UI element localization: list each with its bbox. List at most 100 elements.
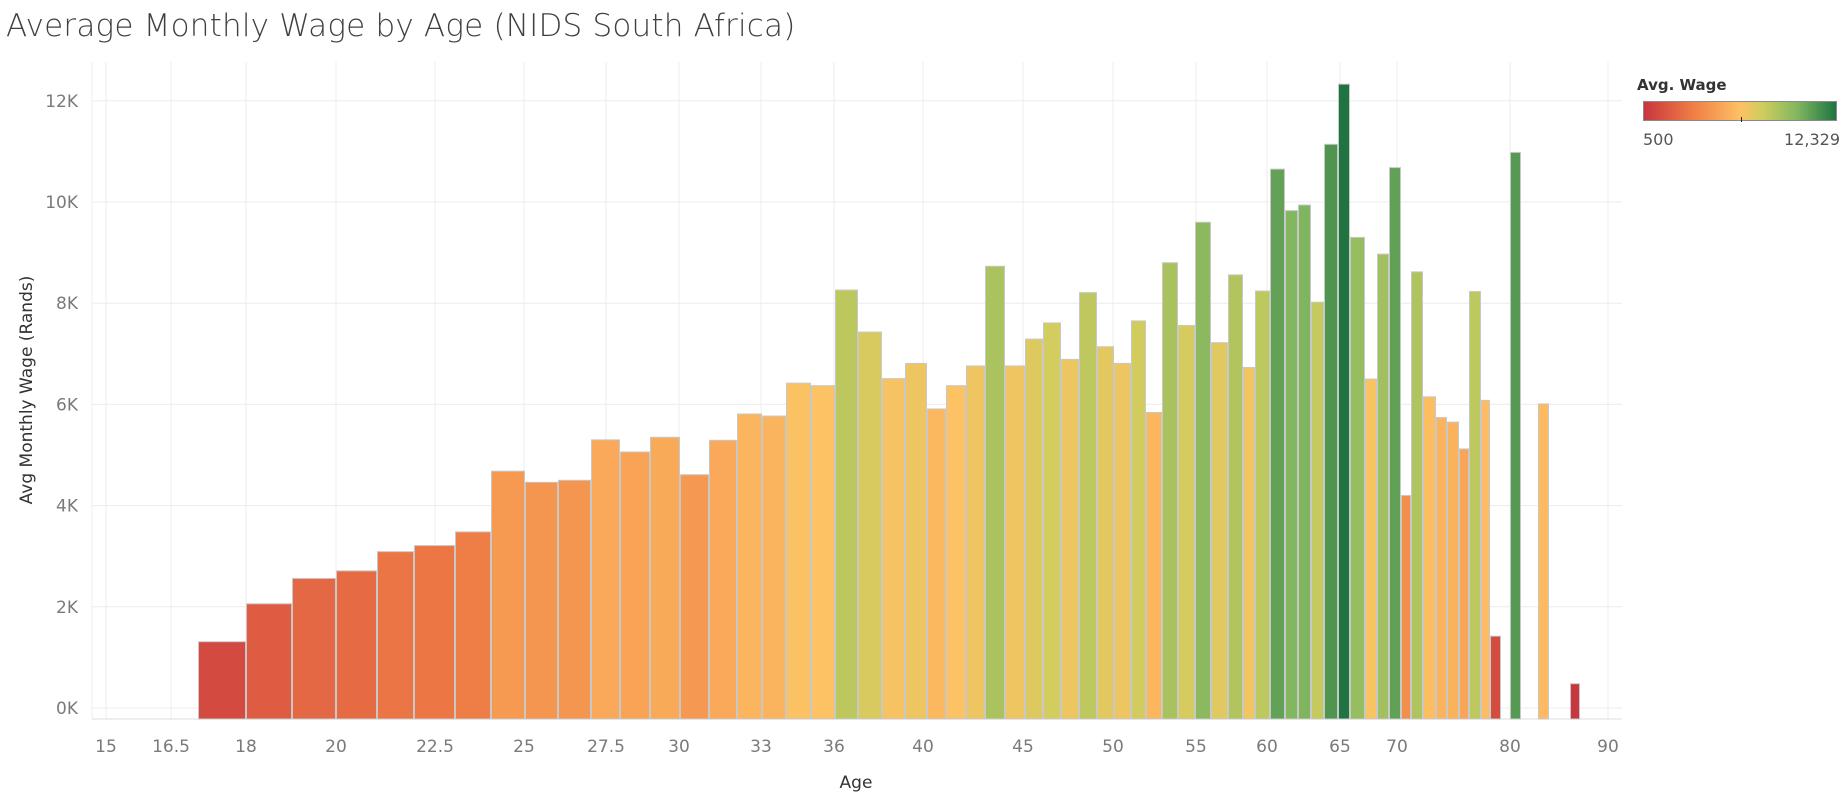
bar [1114,362,1131,720]
bar [1481,399,1490,720]
bar [1436,417,1447,720]
bar [680,474,709,720]
x-tick-label: 55 [1185,737,1207,757]
x-axis-ticks: 15 16.5 18 20 22.5 25 27.5 30 33 36 40 45 50 55 60 65 70… [95,737,1619,757]
x-tick-label: 70 [1386,737,1408,757]
bar [709,439,737,720]
bar [1411,271,1423,720]
bar [1447,421,1459,720]
x-tick-label: 80 [1499,737,1521,757]
x-tick-label: 22.5 [416,737,454,757]
bar [246,603,292,720]
legend-min-label: 500 [1643,130,1674,149]
bar [1005,365,1025,720]
bar [1061,358,1079,720]
bar [858,331,882,720]
bar [414,545,455,720]
y-tick-label: 2K [56,598,79,618]
bars [198,83,1580,720]
legend-max-label: 12,329 [1784,130,1840,149]
y-tick-label: 10K [45,193,79,213]
y-axis-ticks: 0K 2K 4K 6K 8K 10K 12K [45,92,79,719]
bar [762,415,786,720]
x-tick-label: 65 [1329,737,1351,757]
bar [1377,253,1389,720]
bar [198,641,246,720]
x-tick-label: 50 [1102,737,1124,757]
x-tick-label: 27.5 [587,737,625,757]
bar [1131,320,1146,720]
bar [491,470,525,720]
bar [455,531,491,720]
bar [985,265,1005,720]
x-tick-label: 25 [513,737,535,757]
bar [1459,448,1469,720]
bar [1490,635,1501,720]
bar [1389,167,1401,720]
bar [786,382,811,720]
bar [1365,378,1377,720]
bar [905,362,927,720]
x-tick-label: 20 [325,737,347,757]
bar [1311,301,1324,720]
x-tick-label: 45 [1012,737,1034,757]
bar [1025,338,1043,720]
bar [946,385,966,720]
bar [1228,274,1243,720]
bar [1298,204,1311,720]
bar [1270,168,1285,720]
bar [811,385,835,720]
y-tick-label: 12K [45,92,79,112]
x-tick-label: 30 [668,737,690,757]
bar [1570,683,1580,720]
bar [1350,236,1365,720]
x-tick-label: 40 [912,737,934,757]
legend-color-scale [1643,101,1837,121]
bar [1097,346,1114,720]
bar [1079,292,1097,720]
x-tick-label: 90 [1597,737,1619,757]
x-tick-label: 33 [750,737,772,757]
legend-mid-tick [1741,117,1742,122]
y-axis-title: Avg Monthly Wage (Rands) [17,276,37,505]
y-tick-label: 8K [56,294,79,314]
bar [1211,342,1228,720]
bar [1285,210,1298,720]
bar [1162,262,1178,720]
bar [292,577,336,720]
bar [1178,324,1195,720]
bar [737,413,762,720]
bar [1401,494,1411,720]
x-tick-label: 18 [235,737,257,757]
bar [835,289,858,720]
bar [336,570,377,720]
bar [620,451,650,720]
bar [1243,366,1255,720]
bar [1538,403,1549,720]
bar [1146,411,1162,720]
legend-title: Avg. Wage [1637,76,1727,94]
bar [1255,290,1270,720]
bar [525,481,558,720]
y-tick-label: 0K [56,699,79,719]
bar [377,551,414,720]
y-tick-label: 4K [56,497,79,517]
bar [558,479,591,720]
bar [1324,143,1338,720]
bar [1469,291,1481,720]
bar [591,439,620,720]
chart-title: Average Monthly Wage by Age (NIDS South … [6,8,796,44]
bar [1338,83,1350,720]
bar [927,408,946,720]
bar [1195,221,1211,720]
bar [882,378,905,720]
y-tick-label: 6K [56,395,79,415]
bar [1510,151,1521,720]
bar [650,436,680,720]
x-tick-label: 60 [1256,737,1278,757]
x-tick-label: 15 [95,737,117,757]
bar [1043,322,1061,720]
x-tick-label: 16.5 [152,737,190,757]
bar [1423,396,1436,720]
